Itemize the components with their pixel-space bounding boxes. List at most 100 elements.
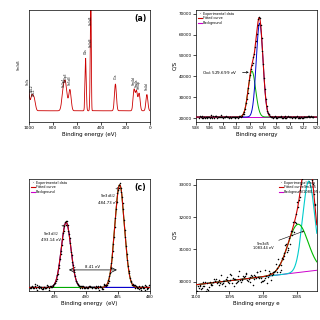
Point xyxy=(100,287,105,292)
Point xyxy=(246,86,251,91)
Point xyxy=(235,115,240,120)
Point xyxy=(266,110,271,115)
Point xyxy=(51,283,56,288)
Point xyxy=(273,115,278,120)
Point xyxy=(144,286,149,291)
Point xyxy=(225,114,230,119)
Point xyxy=(298,194,303,199)
Point xyxy=(301,171,306,176)
Point xyxy=(33,284,38,289)
Point xyxy=(263,267,268,272)
Point xyxy=(257,15,262,20)
Point xyxy=(116,188,121,193)
Text: Sn3s: Sn3s xyxy=(26,78,30,85)
Point xyxy=(233,276,238,281)
Point xyxy=(90,285,95,290)
Point xyxy=(36,284,41,289)
Point xyxy=(49,284,54,289)
Point xyxy=(272,114,277,119)
Point xyxy=(211,276,216,282)
Point xyxy=(284,115,290,120)
Point xyxy=(260,278,265,283)
Point xyxy=(297,187,302,192)
Point xyxy=(65,219,70,224)
Point xyxy=(229,115,235,120)
Point xyxy=(224,113,229,118)
X-axis label: Binding energy (eV): Binding energy (eV) xyxy=(62,132,116,137)
Point xyxy=(195,288,200,293)
Point xyxy=(122,227,127,232)
Point xyxy=(201,279,206,284)
Point xyxy=(297,114,302,119)
Point xyxy=(313,202,318,207)
Point xyxy=(219,282,224,287)
Point xyxy=(309,167,314,172)
Point xyxy=(104,283,109,288)
Point xyxy=(103,284,108,289)
Text: OKL2: OKL2 xyxy=(30,84,34,92)
Point xyxy=(132,283,137,288)
Point xyxy=(134,285,139,290)
Point xyxy=(268,277,274,283)
Point xyxy=(310,115,315,120)
Text: Sm4d: Sm4d xyxy=(132,76,136,85)
Point xyxy=(125,258,130,263)
Point xyxy=(48,284,53,289)
Point xyxy=(252,274,258,279)
Point xyxy=(270,271,275,276)
Point xyxy=(109,260,114,266)
Point xyxy=(146,283,151,288)
Point xyxy=(287,241,292,246)
Point xyxy=(120,200,125,205)
Legend: Experimental data, Fitted curve, Background: Experimental data, Fitted curve, Backgro… xyxy=(278,180,315,194)
Point xyxy=(68,249,74,254)
Point xyxy=(223,114,228,119)
Point xyxy=(51,282,56,287)
Point xyxy=(306,113,311,118)
Point xyxy=(230,276,236,281)
Point xyxy=(113,215,118,220)
Point xyxy=(73,273,78,278)
Point xyxy=(264,103,269,108)
Point xyxy=(281,114,286,119)
Point xyxy=(227,271,232,276)
Point xyxy=(99,285,104,291)
Point xyxy=(139,287,144,292)
Point xyxy=(79,283,84,288)
Point xyxy=(34,286,39,291)
Point xyxy=(239,113,244,118)
Point xyxy=(96,287,101,292)
Point xyxy=(58,252,63,257)
Point xyxy=(116,185,121,190)
Point xyxy=(55,272,60,277)
Point xyxy=(87,284,92,289)
Point xyxy=(239,277,244,282)
Point xyxy=(238,114,243,119)
Point xyxy=(257,276,262,281)
Point xyxy=(244,271,249,276)
Point xyxy=(123,234,128,239)
Point xyxy=(129,282,134,287)
Point xyxy=(208,113,213,118)
Point xyxy=(241,274,246,279)
Text: Sn3d$_{5/2}$
484.73 eV: Sn3d$_{5/2}$ 484.73 eV xyxy=(99,188,118,204)
Point xyxy=(224,275,229,280)
Point xyxy=(243,270,248,276)
Point xyxy=(84,286,90,291)
X-axis label: Binding energy: Binding energy xyxy=(236,132,277,137)
Point xyxy=(210,116,215,121)
Point xyxy=(70,262,76,267)
Point xyxy=(267,112,272,117)
Point xyxy=(253,38,259,44)
Point xyxy=(107,273,112,278)
Point xyxy=(237,277,243,282)
Point xyxy=(276,115,282,120)
Point xyxy=(52,280,57,285)
Point xyxy=(290,115,295,120)
Point xyxy=(269,115,274,120)
Point xyxy=(36,284,41,290)
Point xyxy=(264,281,269,286)
Point xyxy=(258,23,263,28)
Point xyxy=(280,256,285,261)
Point xyxy=(218,281,223,286)
